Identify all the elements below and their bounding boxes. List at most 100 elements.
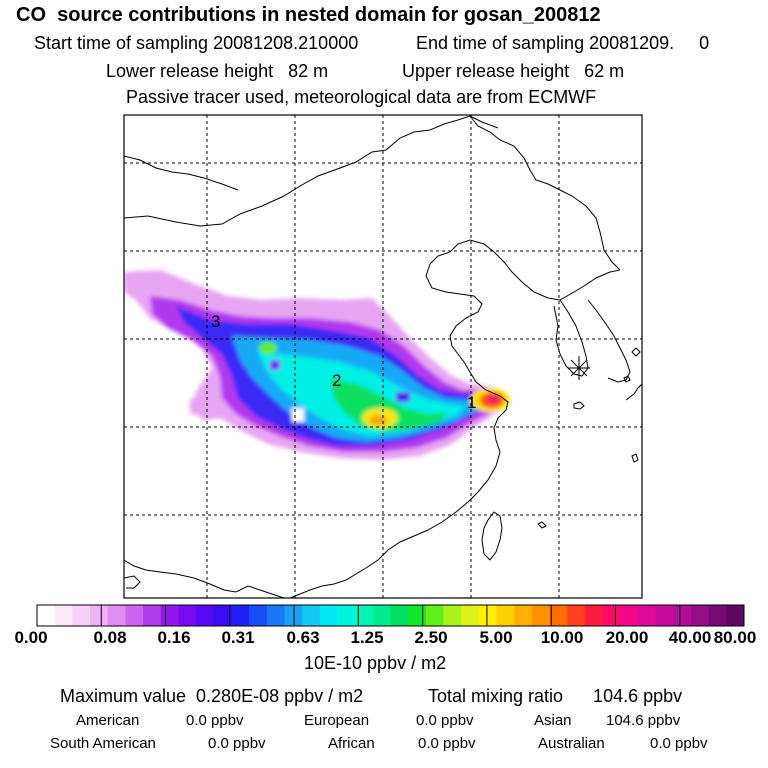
colorbar-tick-label: 80.00 — [713, 628, 757, 647]
coast-island-3 — [631, 453, 639, 463]
colorbar-swatch — [708, 605, 727, 626]
colorbar-frame — [36, 604, 745, 627]
colorbar-unit-label: 10E-10 ppbv / m2 — [304, 653, 447, 673]
colorbar-tick-label: 0.00 — [14, 628, 48, 647]
colorbar-swatch — [266, 605, 285, 626]
plume-green-blob — [259, 342, 277, 354]
colorbar-swatch — [196, 605, 215, 626]
coast-jeju — [573, 401, 585, 410]
colorbar-tick-label: 0.08 — [93, 628, 127, 647]
colorbar-swatch — [443, 605, 462, 626]
region-value: 0.0 ppbv — [208, 735, 266, 752]
colorbar-swatch — [54, 605, 73, 626]
colorbar-swatch — [90, 605, 109, 626]
colorbar-swatch — [337, 605, 356, 626]
colorbar-dividers — [100, 605, 681, 626]
colorbar-tick-label: 0.31 — [221, 628, 255, 647]
colorbar-swatch — [514, 605, 533, 626]
colorbar-swatch — [284, 605, 303, 626]
map-frame — [123, 114, 643, 599]
concentration-plume — [124, 270, 510, 460]
colorbar-swatch — [620, 605, 639, 626]
plume-isolated-cell — [190, 398, 200, 414]
colorbar — [37, 605, 745, 626]
colorbar-swatch — [425, 605, 444, 626]
colorbar-swatch — [372, 605, 391, 626]
coast-island-1 — [631, 347, 641, 357]
region-value: 0.0 ppbv — [186, 712, 244, 729]
plume-layer-green — [330, 378, 448, 432]
colorbar-swatch — [302, 605, 321, 626]
region-name: South American — [50, 735, 156, 752]
colorbar-swatch — [37, 605, 56, 626]
colorbar-swatch — [726, 605, 745, 626]
plume-gap-3 — [396, 392, 410, 402]
colorbar-tick-label: 0.63 — [286, 628, 320, 647]
colorbar-tick-label: 2.50 — [414, 628, 448, 647]
coast-east-china — [355, 381, 509, 575]
region-name: Asian — [534, 712, 572, 729]
upper-release-height-label: Upper release height 62 m — [402, 61, 625, 81]
coast-korea-east — [587, 299, 631, 383]
colorbar-swatch — [231, 605, 250, 626]
colorbar-swatch — [584, 605, 603, 626]
border-mongolia — [124, 155, 239, 191]
start-time-label: Start time of sampling 20081208.210000 — [34, 33, 359, 53]
colorbar-swatch — [461, 605, 480, 626]
colorbar-swatch — [355, 605, 374, 626]
colorbar-swatch — [125, 605, 144, 626]
colorbar-swatch — [673, 605, 692, 626]
plume-gap-2 — [270, 360, 280, 370]
colorbar-swatch — [72, 605, 91, 626]
plot-title: CO source contributions in nested domain… — [16, 4, 601, 26]
tracer-note-label: Passive tracer used, meteorological data… — [126, 87, 597, 107]
maximum-value-label: Maximum value 0.280E-08 ppbv / m2 — [60, 686, 364, 706]
region-value: 0.0 ppbv — [650, 735, 708, 752]
colorbar-swatch — [319, 605, 338, 626]
end-time-label: End time of sampling 20081209. 0 — [416, 33, 710, 53]
lower-release-height-label: Lower release height 82 m — [106, 61, 329, 81]
region-name: American — [76, 712, 140, 729]
colorbar-tick-label: 10.00 — [540, 628, 584, 647]
plume-core-orange — [369, 415, 387, 425]
coast-hainan — [124, 575, 141, 589]
coast-bohai-west — [425, 263, 483, 383]
colorbar-swatch — [496, 605, 515, 626]
colorbar-swatch — [531, 605, 550, 626]
region-name: European — [304, 712, 370, 729]
colorbar-swatch — [390, 605, 409, 626]
map-grid — [124, 115, 642, 598]
colorbar-swatch — [107, 605, 126, 626]
source-label-3: 3 — [211, 312, 220, 331]
region-name: Australian — [538, 735, 605, 752]
colorbar-swatch — [143, 605, 162, 626]
coast-korea — [553, 299, 589, 377]
plume-gap-1 — [292, 408, 304, 422]
coast-japan — [625, 383, 642, 401]
colorbar-swatch — [690, 605, 710, 626]
colorbar-tick-label: 40.00 — [668, 628, 712, 647]
colorbar-swatch — [478, 605, 497, 626]
colorbar-tick-label: 1.25 — [350, 628, 384, 647]
region-value: 0.0 ppbv — [418, 735, 476, 752]
source-label-2: 2 — [332, 371, 341, 390]
colorbar-swatch — [655, 605, 674, 626]
colorbar-swatch — [160, 605, 179, 626]
colorbar-swatch — [602, 605, 621, 626]
colorbar-swatch — [637, 605, 657, 626]
colorbar-swatch — [567, 605, 586, 626]
coast-south — [289, 573, 357, 598]
colorbar-tick-label: 20.00 — [605, 628, 649, 647]
coast-bohai-east — [429, 239, 621, 301]
colorbar-swatch — [408, 605, 427, 626]
plume-hotspot-core — [487, 396, 499, 404]
colorbar-tick-label: 0.16 — [157, 628, 191, 647]
colorbar-tick-label: 5.00 — [479, 628, 513, 647]
border-northeast — [469, 115, 621, 271]
colorbar-swatch — [178, 605, 197, 626]
colorbar-swatch — [249, 605, 268, 626]
border-southwest — [124, 559, 285, 598]
coast-island-4 — [537, 521, 547, 529]
region-name: African — [328, 735, 375, 752]
